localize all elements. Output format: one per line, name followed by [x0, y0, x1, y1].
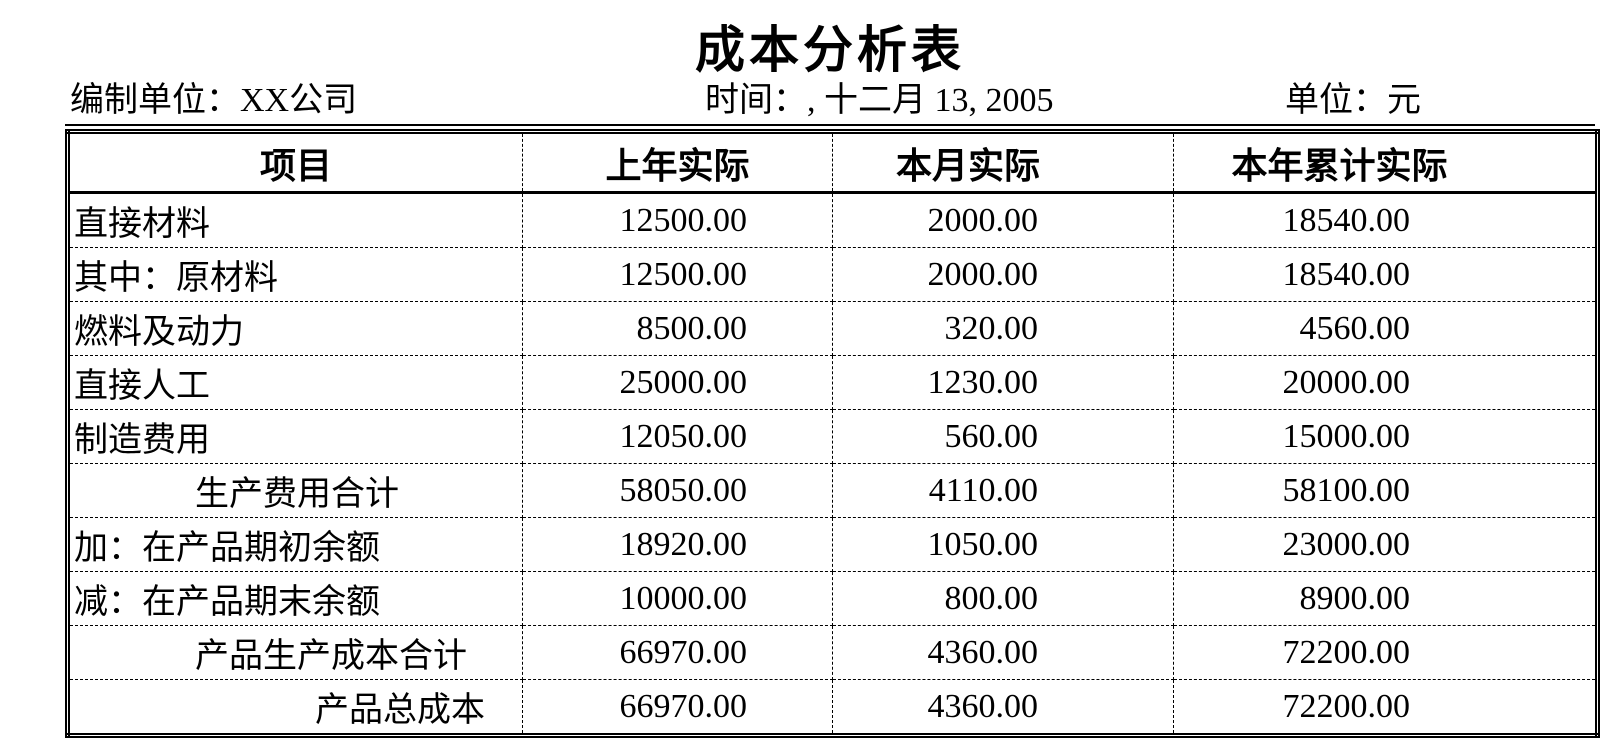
this-month-cell: 2000.00: [832, 192, 1174, 248]
prev-year-cell: 58050.00: [522, 463, 833, 518]
prev-year-cell: 18920.00: [522, 517, 833, 572]
this-month-cell: 4360.00: [832, 625, 1174, 680]
table-row: 加：在产品期初余额 18920.00 1050.00 23000.00: [67, 517, 1598, 572]
ytd-cell: 8900.00: [1173, 571, 1598, 626]
header-row: 项目 上年实际 本月实际 本年累计实际: [67, 131, 1598, 194]
page-title: 成本分析表: [695, 22, 965, 78]
prev-year-cell: 12500.00: [522, 247, 833, 302]
report-sheet: 成本分析表 编制单位：XX公司 时间：, 十二月 13, 2005 单位：元 项…: [65, 0, 1600, 738]
item-cell: 生产费用合计: [67, 463, 523, 518]
item-cell: 制造费用: [67, 409, 523, 464]
item-cell: 直接人工: [67, 355, 523, 410]
table-row: 产品生产成本合计 66970.00 4360.00 72200.00: [67, 625, 1598, 680]
table-row: 减：在产品期末余额 10000.00 800.00 8900.00: [67, 571, 1598, 626]
cost-table-body: 直接材料 12500.00 2000.00 18540.00 其中：原材料 12500.0…: [67, 192, 1598, 736]
table-row: 其中：原材料 12500.00 2000.00 18540.00: [67, 247, 1598, 302]
ytd-cell: 15000.00: [1173, 409, 1598, 464]
ytd-cell: 20000.00: [1173, 355, 1598, 410]
prev-year-cell: 25000.00: [522, 355, 833, 410]
table-row: 制造费用 12050.00 560.00 15000.00: [67, 409, 1598, 464]
table-row: 直接人工 25000.00 1230.00 20000.00: [67, 355, 1598, 410]
this-month-cell: 1050.00: [832, 517, 1174, 572]
item-cell: 加：在产品期初余额: [67, 517, 523, 572]
column-header-prev-year: 上年实际: [522, 131, 833, 194]
prev-year-cell: 8500.00: [522, 301, 833, 356]
prepared-by-label: 编制单位：XX公司: [70, 82, 358, 119]
prev-year-cell: 10000.00: [522, 571, 833, 626]
prev-year-cell: 66970.00: [522, 679, 833, 736]
table-row: 直接材料 12500.00 2000.00 18540.00: [67, 192, 1598, 248]
prev-year-cell: 12050.00: [522, 409, 833, 464]
prev-year-cell: 66970.00: [522, 625, 833, 680]
item-cell: 其中：原材料: [67, 247, 523, 302]
currency-unit-label: 单位：元: [1285, 82, 1421, 119]
this-month-cell: 4110.00: [832, 463, 1174, 518]
cost-analysis-table: 项目 上年实际 本月实际 本年累计实际 直接材料 12500.00 2000.00 1…: [65, 129, 1600, 738]
table-header: 项目 上年实际 本月实际 本年累计实际: [67, 131, 1598, 194]
item-cell: 减：在产品期末余额: [67, 571, 523, 626]
ytd-cell: 58100.00: [1173, 463, 1598, 518]
this-month-cell: 4360.00: [832, 679, 1174, 736]
ytd-cell: 72200.00: [1282, 687, 1411, 725]
this-month-cell: 800.00: [832, 571, 1174, 626]
report-meta-row: 编制单位：XX公司 时间：, 十二月 13, 2005 单位：元: [65, 80, 1595, 126]
item-cell: 产品生产成本合计: [67, 625, 523, 680]
this-month-cell: 560.00: [832, 409, 1174, 464]
table-row: 产品总成本 66970.00 4360.00 72200.00: [67, 679, 1598, 736]
ytd-cell: 72200.00: [1173, 625, 1598, 680]
item-cell: 直接材料: [67, 192, 523, 248]
ytd-cell: 18540.00: [1173, 192, 1598, 248]
ytd-cell: 18540.00: [1173, 247, 1598, 302]
column-header-this-month: 本月实际: [832, 131, 1174, 194]
prev-year-cell: 12500.00: [522, 192, 833, 248]
ytd-cell: 4560.00: [1173, 301, 1598, 356]
item-cell: 产品总成本: [67, 679, 523, 736]
column-header-item: 项目: [67, 131, 523, 194]
table-row: 生产费用合计 58050.00 4110.00 58100.00: [67, 463, 1598, 518]
ytd-cell: 23000.00: [1173, 517, 1598, 572]
item-cell: 燃料及动力: [67, 301, 523, 356]
column-header-ytd: 本年累计实际: [1173, 131, 1598, 194]
report-time-label: 时间：, 十二月 13, 2005: [705, 82, 1054, 119]
this-month-cell: 2000.00: [832, 247, 1174, 302]
table-row: 燃料及动力 8500.00 320.00 4560.00: [67, 301, 1598, 356]
this-month-cell: 1230.00: [832, 355, 1174, 410]
this-month-cell: 320.00: [832, 301, 1174, 356]
